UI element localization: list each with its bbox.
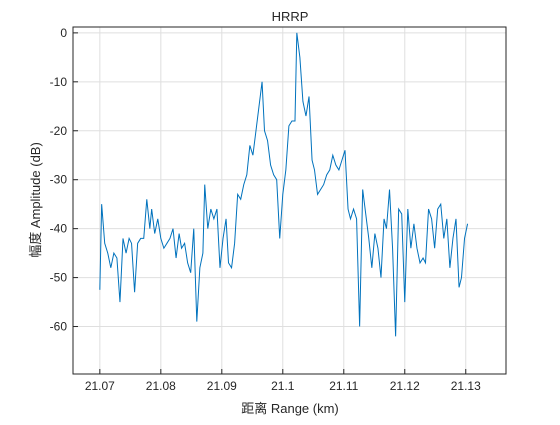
x-tick-label: 21.09 — [207, 379, 237, 393]
y-tick-label: 0 — [60, 26, 67, 40]
x-tick-label: 21.12 — [390, 379, 420, 393]
axes-box — [72, 26, 507, 375]
y-tick-label: -20 — [50, 124, 68, 138]
y-tick-label: -40 — [50, 222, 68, 236]
y-tick-label: -30 — [50, 173, 68, 187]
x-tick-label: 21.1 — [271, 379, 295, 393]
line-series — [99, 32, 469, 337]
x-tick-label: 21.13 — [451, 379, 481, 393]
y-axis-label: 幅度 Amplitude (dB) — [28, 142, 43, 258]
x-axis-label: 距离 Range (km) — [241, 401, 339, 416]
x-tick-label: 21.11 — [329, 379, 358, 393]
y-tick-label: -60 — [50, 320, 68, 334]
x-tick-label: 21.08 — [146, 379, 176, 393]
x-tick-label: 21.07 — [85, 379, 115, 393]
y-tick-label: -50 — [50, 271, 68, 285]
chart-title: HRRP — [272, 9, 309, 24]
y-tick-label: -10 — [50, 75, 68, 89]
